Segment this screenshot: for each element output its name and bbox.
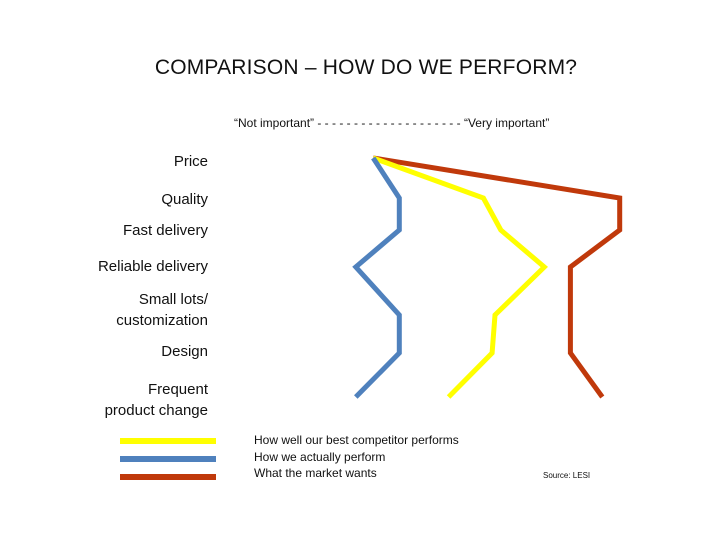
category-label-frequent-change: Frequent product change [104, 381, 208, 419]
legend-label-competitor: How well our best competitor performs [254, 433, 459, 447]
category-label-design: Design [161, 343, 208, 360]
series-line-ours [352, 156, 402, 399]
legend-label-market: What the market wants [254, 466, 377, 480]
category-label-small-lots: Small lots/ customization [116, 291, 208, 329]
category-label-fast-delivery: Fast delivery [122, 222, 208, 239]
importance-scale-label: “Not important” - - - - - - - - - - - - … [234, 116, 550, 130]
category-label-price: Price [173, 153, 208, 170]
category-label-reliable-delivery: Reliable delivery [97, 258, 208, 275]
series-layer [352, 155, 623, 399]
series-line-market [372, 155, 623, 399]
series-line-competitor [372, 155, 549, 399]
legend-label-ours: How we actually perform [254, 450, 386, 464]
slide-title: COMPARISON – HOW DO WE PERFORM? [154, 56, 578, 79]
category-label-quality: Quality [161, 191, 208, 208]
legend [120, 438, 216, 480]
source-note: Source: LESI [543, 471, 591, 480]
